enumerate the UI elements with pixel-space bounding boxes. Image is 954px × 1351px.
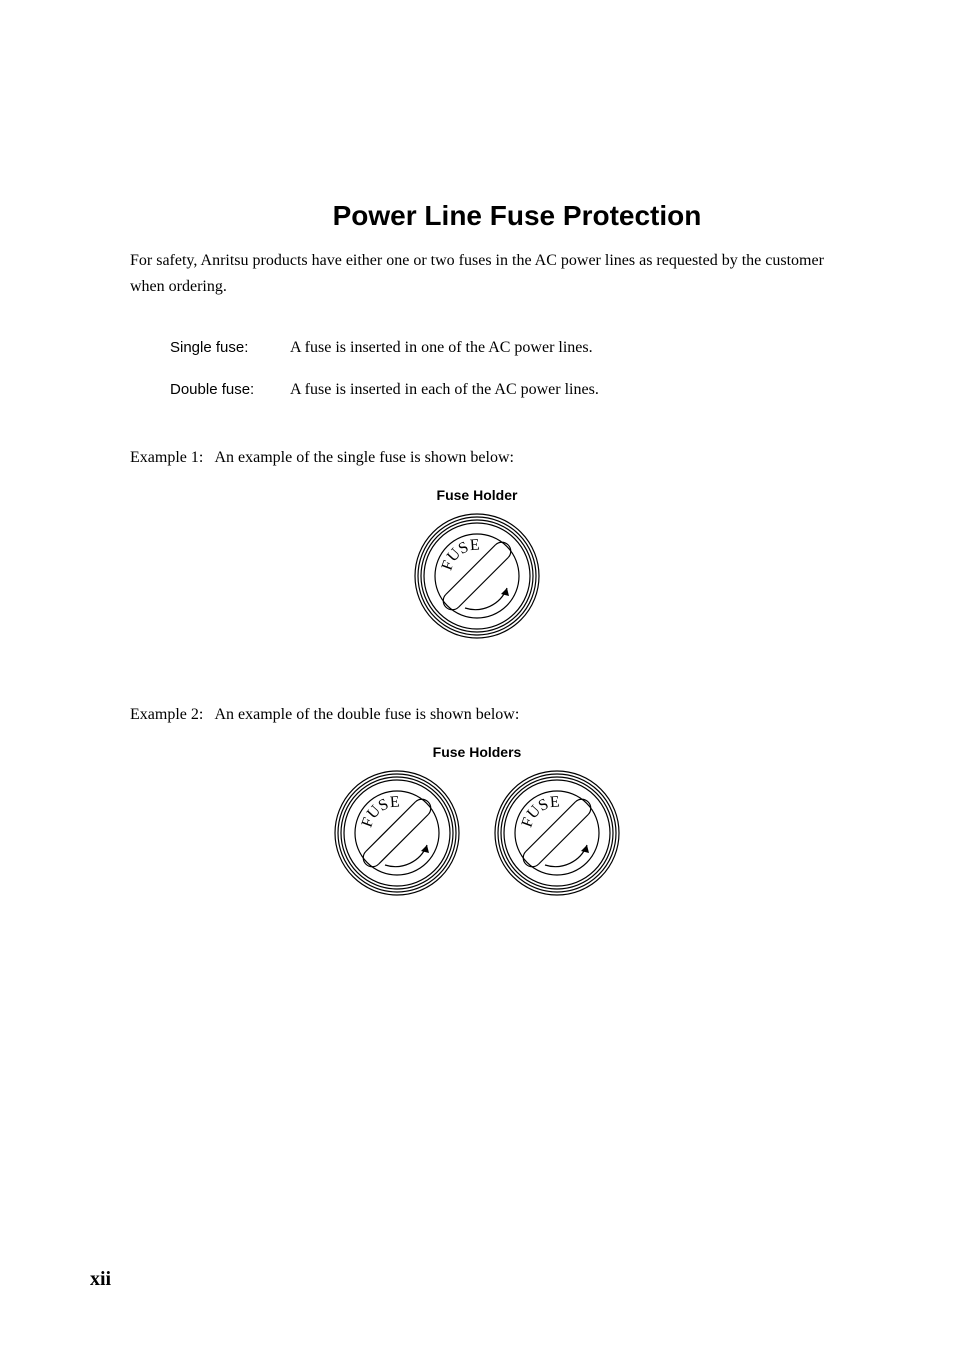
example2-desc: An example of the double fuse is shown b…	[214, 706, 519, 723]
example2-figure: Fuse Holders FUSE FUSE	[130, 744, 824, 903]
example1-figure: Fuse Holder FUSE	[130, 487, 824, 646]
fuse-holder-left: FUSE	[332, 768, 462, 903]
double-fuse-row: Double fuse: A fuse is inserted in each …	[170, 381, 824, 399]
single-fuse-row: Single fuse: A fuse is inserted in one o…	[170, 339, 824, 357]
example1-desc: An example of the single fuse is shown b…	[214, 449, 514, 466]
page-title: Power Line Fuse Protection	[210, 200, 824, 232]
fuse-holder-right: FUSE	[492, 768, 622, 903]
example2-figure-label: Fuse Holders	[130, 744, 824, 760]
fuse-holders-double: FUSE FUSE	[332, 768, 622, 903]
svg-text:E: E	[469, 537, 480, 555]
fuse-holder-single: FUSE	[130, 511, 824, 646]
svg-text:E: E	[549, 794, 560, 812]
example1-label: Example 1:	[130, 449, 203, 466]
example1-figure-label: Fuse Holder	[130, 487, 824, 503]
svg-text:E: E	[389, 794, 400, 812]
example1-text: Example 1: An example of the single fuse…	[130, 449, 824, 467]
double-fuse-desc: A fuse is inserted in each of the AC pow…	[290, 381, 599, 399]
single-fuse-desc: A fuse is inserted in one of the AC powe…	[290, 339, 593, 357]
fuse-definitions: Single fuse: A fuse is inserted in one o…	[170, 339, 824, 399]
example2-text: Example 2: An example of the double fuse…	[130, 706, 824, 724]
intro-text: For safety, Anritsu products have either…	[130, 248, 824, 299]
page-number: xii	[90, 1268, 111, 1291]
single-fuse-label: Single fuse:	[170, 339, 290, 357]
double-fuse-label: Double fuse:	[170, 381, 290, 399]
example2-label: Example 2:	[130, 706, 203, 723]
